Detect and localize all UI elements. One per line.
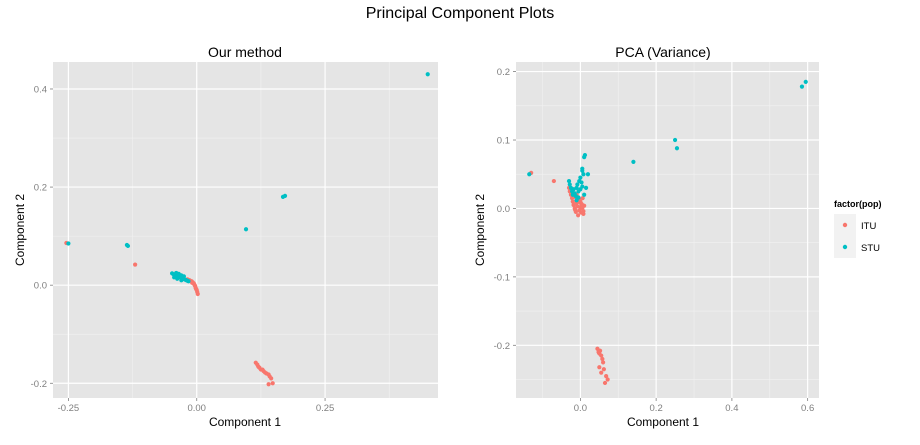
legend-title: factor(pop) [834, 199, 882, 209]
data-point-stu [580, 168, 585, 173]
data-point-itu [576, 213, 581, 218]
data-point-stu [282, 193, 288, 199]
data-point-stu [582, 152, 588, 158]
data-point-stu [578, 175, 583, 180]
data-point-stu [575, 182, 580, 187]
data-point-itu [579, 202, 585, 207]
data-point-stu [803, 79, 808, 84]
data-point-stu [580, 184, 585, 189]
y-tick-label: 0.2 [34, 183, 47, 194]
y-tick-label: 0.0 [34, 281, 47, 292]
x-tick-label: 0.4 [725, 403, 738, 414]
legend: factor(pop) ITU STU [834, 199, 882, 258]
data-point-itu [133, 262, 138, 267]
panel-2-points [527, 79, 808, 386]
data-point-itu [601, 367, 606, 372]
y-tick-label: 0.0 [497, 204, 510, 215]
data-point-stu [186, 279, 191, 284]
data-point-itu [602, 380, 608, 386]
data-point-itu [195, 291, 200, 297]
y-tick-label: -0.2 [31, 379, 47, 390]
data-point-stu [576, 195, 581, 200]
x-tick-label: 0.6 [801, 403, 814, 414]
panel-1-x-axis-label: Component 1 [209, 415, 281, 429]
x-tick-label: -0.25 [58, 403, 80, 414]
y-tick-label: -0.1 [494, 272, 510, 283]
data-point-itu [190, 280, 195, 285]
data-point-itu [597, 348, 603, 353]
y-tick-label: 0.1 [497, 136, 510, 147]
legend-label-stu: STU [861, 243, 880, 254]
x-tick-label: 0.25 [316, 403, 335, 414]
data-point-stu [799, 84, 805, 89]
x-tick-label: 0.2 [650, 403, 663, 414]
panel-2-x-axis-label: Component 1 [627, 415, 699, 429]
y-tick-label: 0.4 [34, 84, 47, 95]
panel-1-ticks: -0.25 0.00 0.25 -0.2 0.0 0.2 0.4 [31, 84, 335, 414]
data-point-itu [601, 360, 606, 365]
data-point-stu [581, 172, 586, 177]
data-point-itu [572, 207, 578, 212]
panel-2-title: PCA (Variance) [615, 44, 710, 60]
data-point-itu [266, 382, 271, 387]
data-point-stu [672, 137, 678, 143]
data-point-itu [551, 178, 556, 184]
data-point-itu [600, 356, 605, 362]
panel-1-y-axis-label: Component 2 [13, 194, 27, 266]
figure-title: Principal Component Plots [366, 5, 555, 22]
data-point-itu [599, 353, 604, 358]
data-point-itu [570, 199, 575, 204]
data-point-stu [527, 172, 532, 177]
legend-swatch-stu [842, 244, 848, 250]
data-point-stu [583, 185, 589, 191]
data-point-stu [582, 192, 587, 197]
data-point-itu [571, 202, 576, 208]
data-point-itu [269, 376, 274, 381]
panel-2-background [516, 62, 819, 398]
panel-2-y-axis-label: Component 2 [473, 194, 487, 266]
panel-1-grid [53, 62, 438, 398]
data-point-stu [243, 227, 249, 232]
y-tick-label: 0.2 [497, 67, 510, 78]
data-point-stu [585, 172, 591, 177]
data-point-itu [597, 365, 602, 370]
panel-2-grid [516, 62, 819, 398]
data-point-itu [604, 374, 609, 379]
data-point-stu [425, 72, 430, 77]
data-point-stu [125, 243, 131, 249]
data-point-stu [674, 146, 680, 151]
data-point-stu [566, 178, 572, 184]
data-point-stu [66, 241, 71, 246]
data-point-stu [181, 274, 186, 279]
data-point-stu [567, 182, 572, 187]
data-point-stu [579, 180, 584, 185]
panel-pca-variance: PCA (Variance) 0.0 0.2 0.4 0.6-0.2-0.10.00.… [473, 44, 819, 429]
data-point-itu [270, 381, 275, 386]
data-point-itu [579, 210, 584, 215]
data-point-stu [179, 278, 184, 283]
panel-2-ticks: 0.0 0.2 0.4 0.6 -0.2 -0.1 0.0 0.1 0.2 [494, 67, 815, 414]
data-point-itu [580, 196, 585, 201]
panel-1-title: Our method [208, 44, 282, 60]
legend-label-itu: ITU [861, 221, 876, 232]
x-tick-label: 0.0 [574, 403, 587, 414]
panel-our-method: Our method -0.25 0.00 0.25 -0.2 0.0 0.2 0.4 Co… [13, 44, 438, 429]
legend-swatch-itu [842, 222, 848, 228]
data-point-stu [574, 185, 579, 191]
data-point-stu [631, 159, 636, 165]
data-point-itu [605, 377, 610, 382]
data-point-itu [599, 370, 604, 375]
data-point-stu [175, 276, 180, 281]
panel-1-points [64, 72, 430, 387]
y-tick-label: -0.2 [494, 341, 510, 352]
x-tick-label: 0.00 [187, 403, 206, 414]
